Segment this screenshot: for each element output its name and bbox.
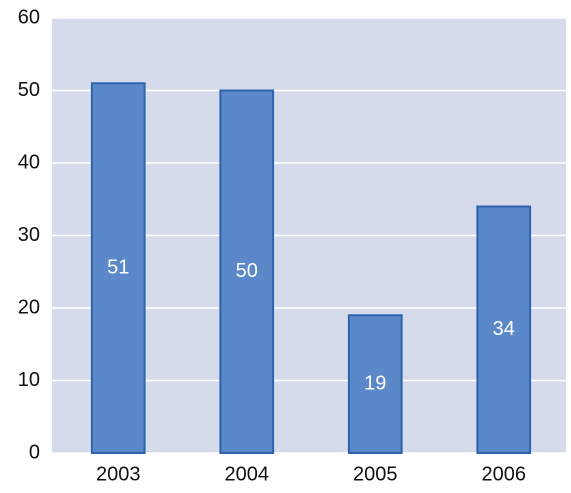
y-tick-label: 40 <box>18 151 40 173</box>
data-label: 50 <box>236 260 258 282</box>
bar <box>90 82 146 454</box>
y-tick-label: 60 <box>18 6 40 28</box>
x-tick-label: 2005 <box>353 463 398 485</box>
data-label: 51 <box>107 256 129 278</box>
x-tick-label: 2004 <box>225 463 270 485</box>
y-tick-label: 0 <box>29 441 40 463</box>
data-label: 34 <box>493 318 515 340</box>
x-tick-label: 2003 <box>96 463 141 485</box>
x-tick-label: 2006 <box>482 463 527 485</box>
y-tick-label: 30 <box>18 224 40 246</box>
y-tick-label: 10 <box>18 369 40 391</box>
bar <box>347 314 403 454</box>
data-label: 19 <box>364 372 386 394</box>
bar <box>476 205 532 454</box>
y-tick-label: 20 <box>18 296 40 318</box>
y-tick-label: 50 <box>18 79 40 101</box>
bar <box>219 89 275 454</box>
